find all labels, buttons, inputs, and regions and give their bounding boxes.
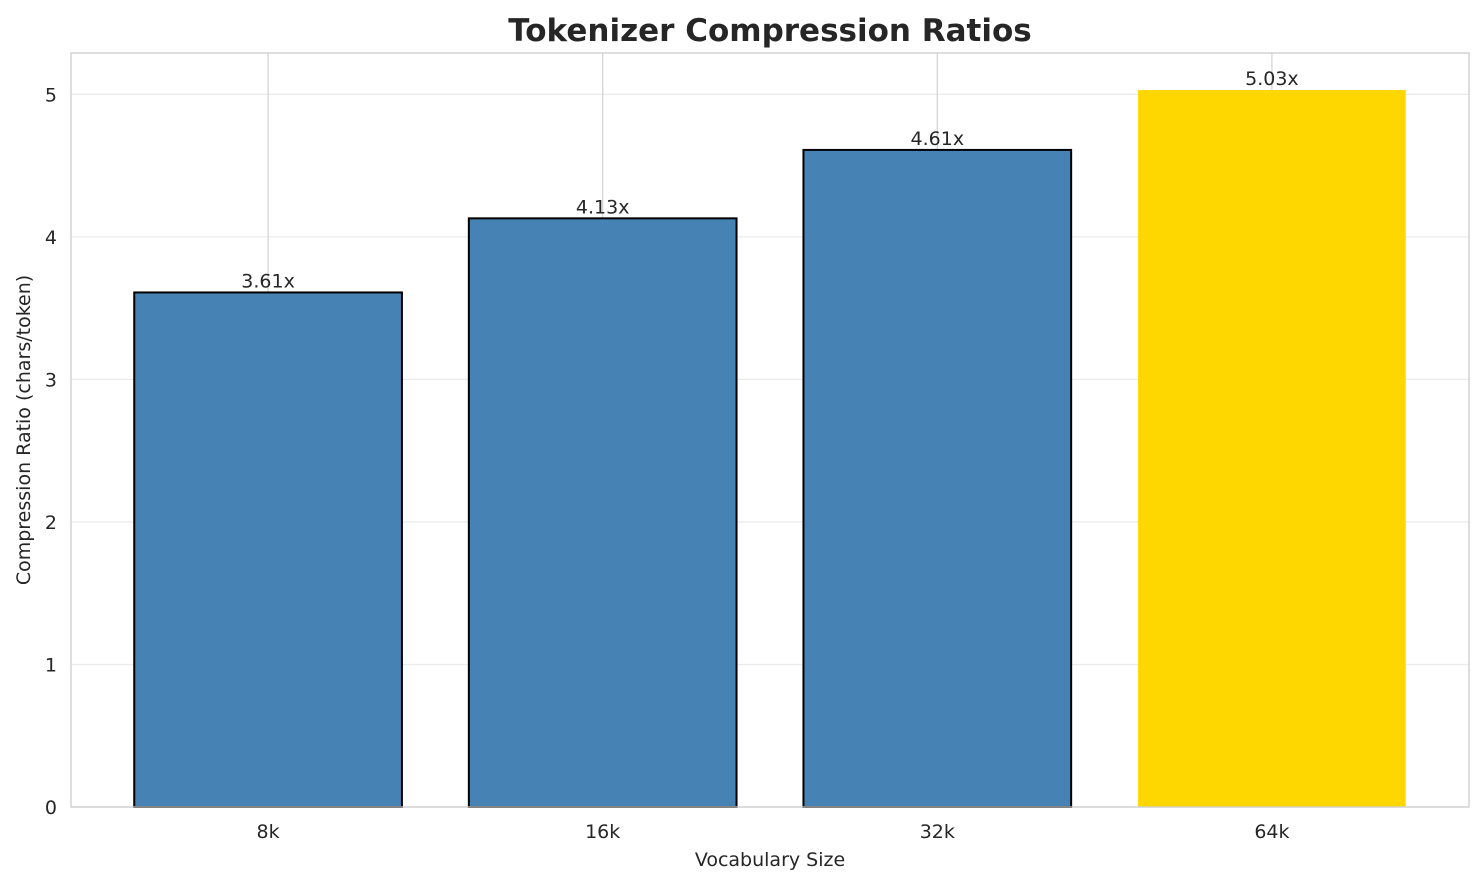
data-label: 4.61x [911,128,965,150]
plot-frame [70,52,1470,808]
y-tick-label: 5 [45,84,57,106]
bar-16k [467,217,738,808]
x-tick-label: 16k [585,821,620,843]
y-axis-label: Compression Ratio (chars/token) [13,275,35,585]
data-label: 4.13x [576,196,630,218]
y-tick-label: 4 [45,227,57,249]
y-tick-label: 1 [45,654,57,676]
x-tick-label: 32k [920,821,955,843]
x-tick-label: 8k [257,821,280,843]
y-tick-label: 0 [45,797,57,819]
x-axis-label: Vocabulary Size [695,849,845,871]
y-tick-label: 3 [45,369,57,391]
chart-title: Tokenizer Compression Ratios [508,13,1032,49]
y-tick-label: 2 [45,512,57,534]
data-label: 3.61x [241,270,295,292]
data-label: 5.03x [1245,68,1299,90]
bar-8k [133,291,403,808]
bars [133,90,1406,809]
x-ticks: 8k 16k 32k 64k [257,821,1290,843]
y-ticks: 0 1 2 3 4 5 [45,84,57,819]
bar-32k [802,148,1073,809]
x-tick-label: 64k [1254,821,1289,843]
bar-64k [1138,90,1406,808]
data-labels: 3.61x 4.13x 4.61x 5.03x [241,68,1298,292]
